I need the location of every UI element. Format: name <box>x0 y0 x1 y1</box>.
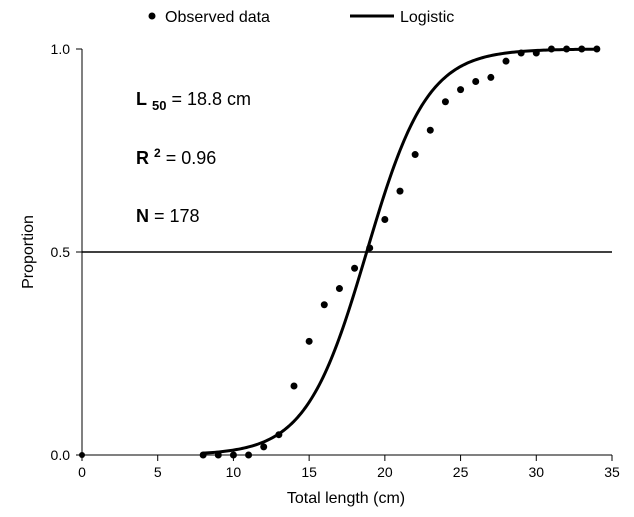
x-axis-title: Total length (cm) <box>287 490 405 507</box>
x-tick-label: 30 <box>528 464 544 480</box>
annotation-l50-rest: = 18.8 cm <box>172 89 252 109</box>
y-tick-label: 1.0 <box>51 41 71 57</box>
y-axis-title: Proportion <box>20 215 37 289</box>
legend: Observed data Logistic <box>148 9 454 26</box>
observed-point <box>381 216 389 224</box>
x-tick-label: 5 <box>154 464 162 480</box>
x-tick-label: 10 <box>226 464 242 480</box>
observed-point <box>426 126 434 134</box>
annotation-l50: L 50 = 18.8 cm <box>136 89 251 114</box>
observed-point <box>593 45 601 53</box>
observed-point <box>578 45 586 53</box>
x-tick-label: 20 <box>377 464 393 480</box>
observed-point <box>532 49 540 57</box>
observed-point <box>260 443 268 451</box>
annotation-r2-rest: = 0.96 <box>166 148 217 168</box>
observed-point <box>245 451 253 459</box>
x-tick-label: 15 <box>301 464 317 480</box>
observed-point <box>199 451 207 459</box>
observed-point <box>563 45 571 53</box>
annotation-l50-symbol: L <box>136 89 147 109</box>
x-ticks: 0 5 10 15 20 25 30 35 <box>78 455 620 480</box>
legend-observed-marker <box>148 12 156 20</box>
observed-point <box>396 187 404 195</box>
observed-point <box>517 49 525 57</box>
observed-point <box>472 77 480 85</box>
observed-point <box>547 45 555 53</box>
annotation-n-symbol: N <box>136 206 149 226</box>
observed-point <box>441 98 449 106</box>
observed-point <box>487 73 495 81</box>
observed-point <box>275 431 283 439</box>
observed-points <box>79 45 601 459</box>
observed-point <box>502 57 510 65</box>
annotation-r2-superscript: 2 <box>154 146 161 160</box>
observed-point <box>411 151 419 159</box>
y-ticks: 0.0 0.5 1.0 <box>51 41 82 463</box>
y-tick-label: 0.0 <box>51 447 71 463</box>
x-tick-label: 35 <box>604 464 620 480</box>
observed-point <box>290 382 298 390</box>
observed-point <box>457 86 465 94</box>
annotation-n-rest: = 178 <box>154 206 200 226</box>
x-tick-label: 0 <box>78 464 86 480</box>
observed-point <box>366 244 374 252</box>
observed-point <box>335 285 343 293</box>
legend-observed-label: Observed data <box>165 9 270 26</box>
observed-point <box>320 301 328 309</box>
annotation-r2-symbol: R <box>136 148 149 168</box>
x-tick-label: 25 <box>453 464 469 480</box>
y-tick-label: 0.5 <box>51 244 71 260</box>
observed-point <box>214 451 222 459</box>
origin-point <box>79 452 85 458</box>
logistic-curve <box>203 47 597 455</box>
annotation-l50-subscript: 50 <box>152 98 166 113</box>
observed-point <box>229 451 237 459</box>
observed-point <box>351 264 359 272</box>
observed-point <box>305 337 313 345</box>
annotation-r2: R 2 = 0.96 <box>136 141 216 168</box>
annotation-n: N = 178 <box>136 206 200 226</box>
legend-logistic-label: Logistic <box>400 9 454 26</box>
